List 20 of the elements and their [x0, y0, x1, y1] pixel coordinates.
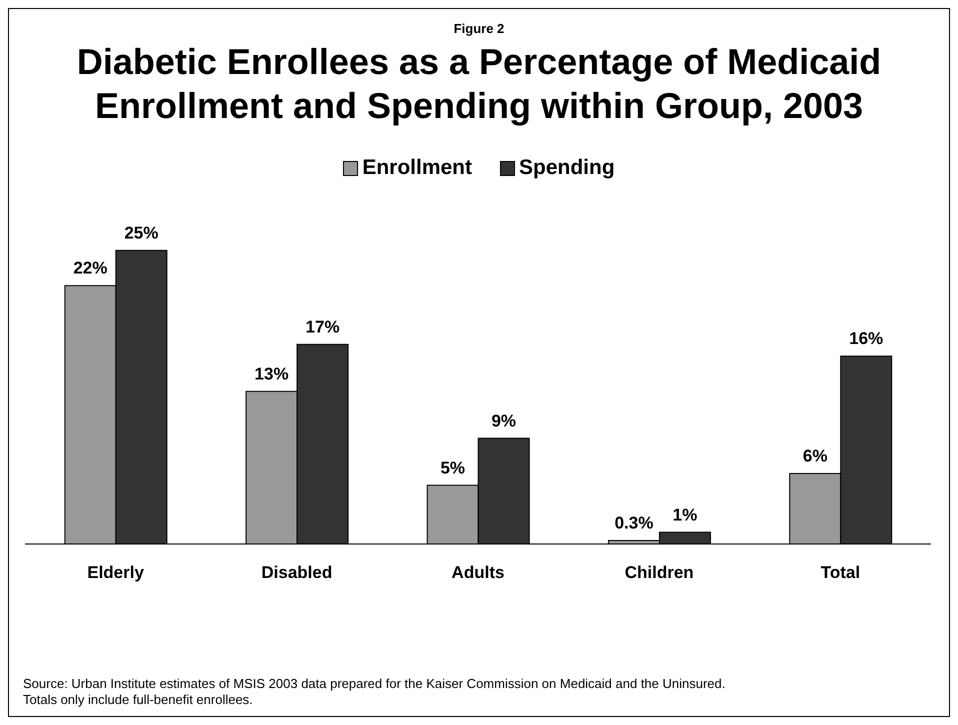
data-label: 17% [306, 317, 340, 336]
chart-title: Diabetic Enrollees as a Percentage of Medicaid Enrollment and Spending within Group, 2003 [76, 40, 882, 128]
x-tick-label: Adults [452, 563, 504, 582]
x-tick-label: Elderly [87, 563, 144, 582]
data-label: 9% [491, 411, 516, 430]
legend-label: Spending [519, 156, 615, 180]
chart-subtitle: Figure 2 [452, 21, 506, 36]
source-note: Source: Urban Institute estimates of MSIS 2003 data prepared for the Kaiser Commission on Medicaid and the Uninsured. Totals only include full-benefit enrollees. [23, 676, 726, 708]
x-tick-label: Disabled [261, 563, 332, 582]
x-tick-label: Children [624, 563, 694, 582]
data-label: 16% [849, 329, 884, 348]
data-label: 5% [440, 458, 466, 478]
data-label: 13% [254, 364, 289, 384]
data-label: 25% [124, 223, 158, 242]
data-label: 6% [802, 446, 828, 466]
legend-label: Enrollment [362, 156, 472, 180]
data-label: 22% [73, 258, 108, 278]
data-label: 0.3% [614, 513, 654, 532]
x-tick-label: Total [820, 563, 860, 582]
data-label: 1% [672, 505, 698, 524]
